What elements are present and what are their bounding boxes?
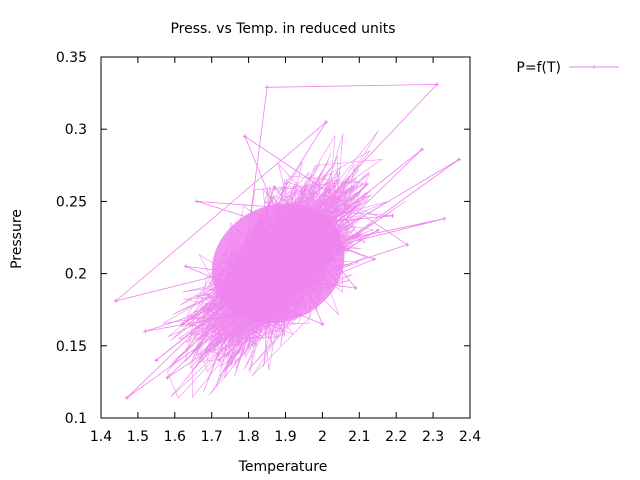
data-point-marker — [224, 336, 229, 341]
x-tick-label: 1.7 — [201, 429, 223, 445]
data-point-marker — [305, 235, 310, 240]
data-point-marker — [165, 375, 170, 380]
data-point-marker — [124, 395, 129, 400]
legend-sample-marker — [592, 65, 596, 69]
x-axis-label: Temperature — [238, 459, 328, 475]
axis-ticks: 1.4 1.5 1.6 1.7 1.8 1.9 2 2.1 2.2 2.3 2.4 0.1 0.15 0.… — [56, 50, 481, 445]
data-point-marker — [442, 216, 447, 221]
x-tick-label: 1.5 — [127, 429, 149, 445]
data-point-marker — [420, 147, 425, 152]
data-point-marker — [353, 286, 358, 291]
legend-label-p-f-t: P=f(T) — [516, 60, 561, 76]
data-point-marker — [206, 307, 211, 312]
y-tick-label: 0.15 — [56, 339, 87, 355]
data-point-marker — [261, 225, 266, 230]
y-tick-label: 0.2 — [65, 267, 87, 283]
data-point-marker — [268, 293, 273, 298]
plot-data-layer — [113, 82, 461, 400]
data-point-marker — [324, 119, 329, 124]
data-point-marker — [405, 242, 410, 247]
x-tick-label: 1.6 — [164, 429, 186, 445]
y-tick-label: 0.1 — [65, 411, 87, 427]
data-point-marker — [276, 249, 281, 254]
x-tick-label: 2 — [318, 429, 327, 445]
data-point-marker — [231, 314, 236, 319]
x-tick-label: 2.3 — [422, 429, 444, 445]
data-point-marker — [313, 278, 318, 283]
data-point-marker — [456, 157, 461, 162]
legend: P=f(T) — [516, 60, 619, 76]
data-point-marker — [272, 184, 277, 189]
series-line-p-f-t — [115, 83, 460, 399]
data-point-marker — [335, 206, 340, 211]
y-tick-label: 0.35 — [56, 50, 87, 66]
x-tick-label: 2.1 — [348, 429, 370, 445]
x-tick-label: 1.9 — [274, 429, 296, 445]
data-point-marker — [320, 322, 325, 327]
data-point-marker — [143, 329, 148, 334]
x-tick-label: 1.8 — [237, 429, 259, 445]
data-point-marker — [375, 228, 380, 233]
y-axis-label: Pressure — [9, 209, 25, 269]
y-tick-label: 0.3 — [65, 122, 87, 138]
chart-title: Press. vs Temp. in reduced units — [170, 21, 395, 37]
data-point-marker — [194, 199, 199, 204]
data-point-marker — [372, 257, 377, 262]
data-point-marker — [154, 358, 159, 363]
data-point-marker — [183, 264, 188, 269]
data-point-marker — [283, 271, 288, 276]
x-tick-label: 2.2 — [385, 429, 407, 445]
x-tick-label: 2.4 — [459, 429, 481, 445]
data-point-marker — [294, 228, 299, 233]
data-point-marker — [180, 322, 185, 327]
data-point-marker — [342, 245, 347, 250]
data-point-marker — [250, 257, 255, 262]
x-tick-label: 1.4 — [90, 429, 112, 445]
data-point-marker — [239, 286, 244, 291]
data-point-marker — [301, 300, 306, 305]
data-point-marker — [434, 82, 439, 87]
data-point-marker — [265, 85, 270, 90]
data-point-marker — [217, 358, 222, 363]
data-point-marker — [294, 264, 299, 269]
data-point-marker — [364, 182, 369, 187]
data-point-marker — [390, 213, 395, 218]
data-point-marker — [113, 299, 118, 304]
y-tick-label: 0.25 — [56, 194, 87, 210]
data-point-marker — [242, 134, 247, 139]
